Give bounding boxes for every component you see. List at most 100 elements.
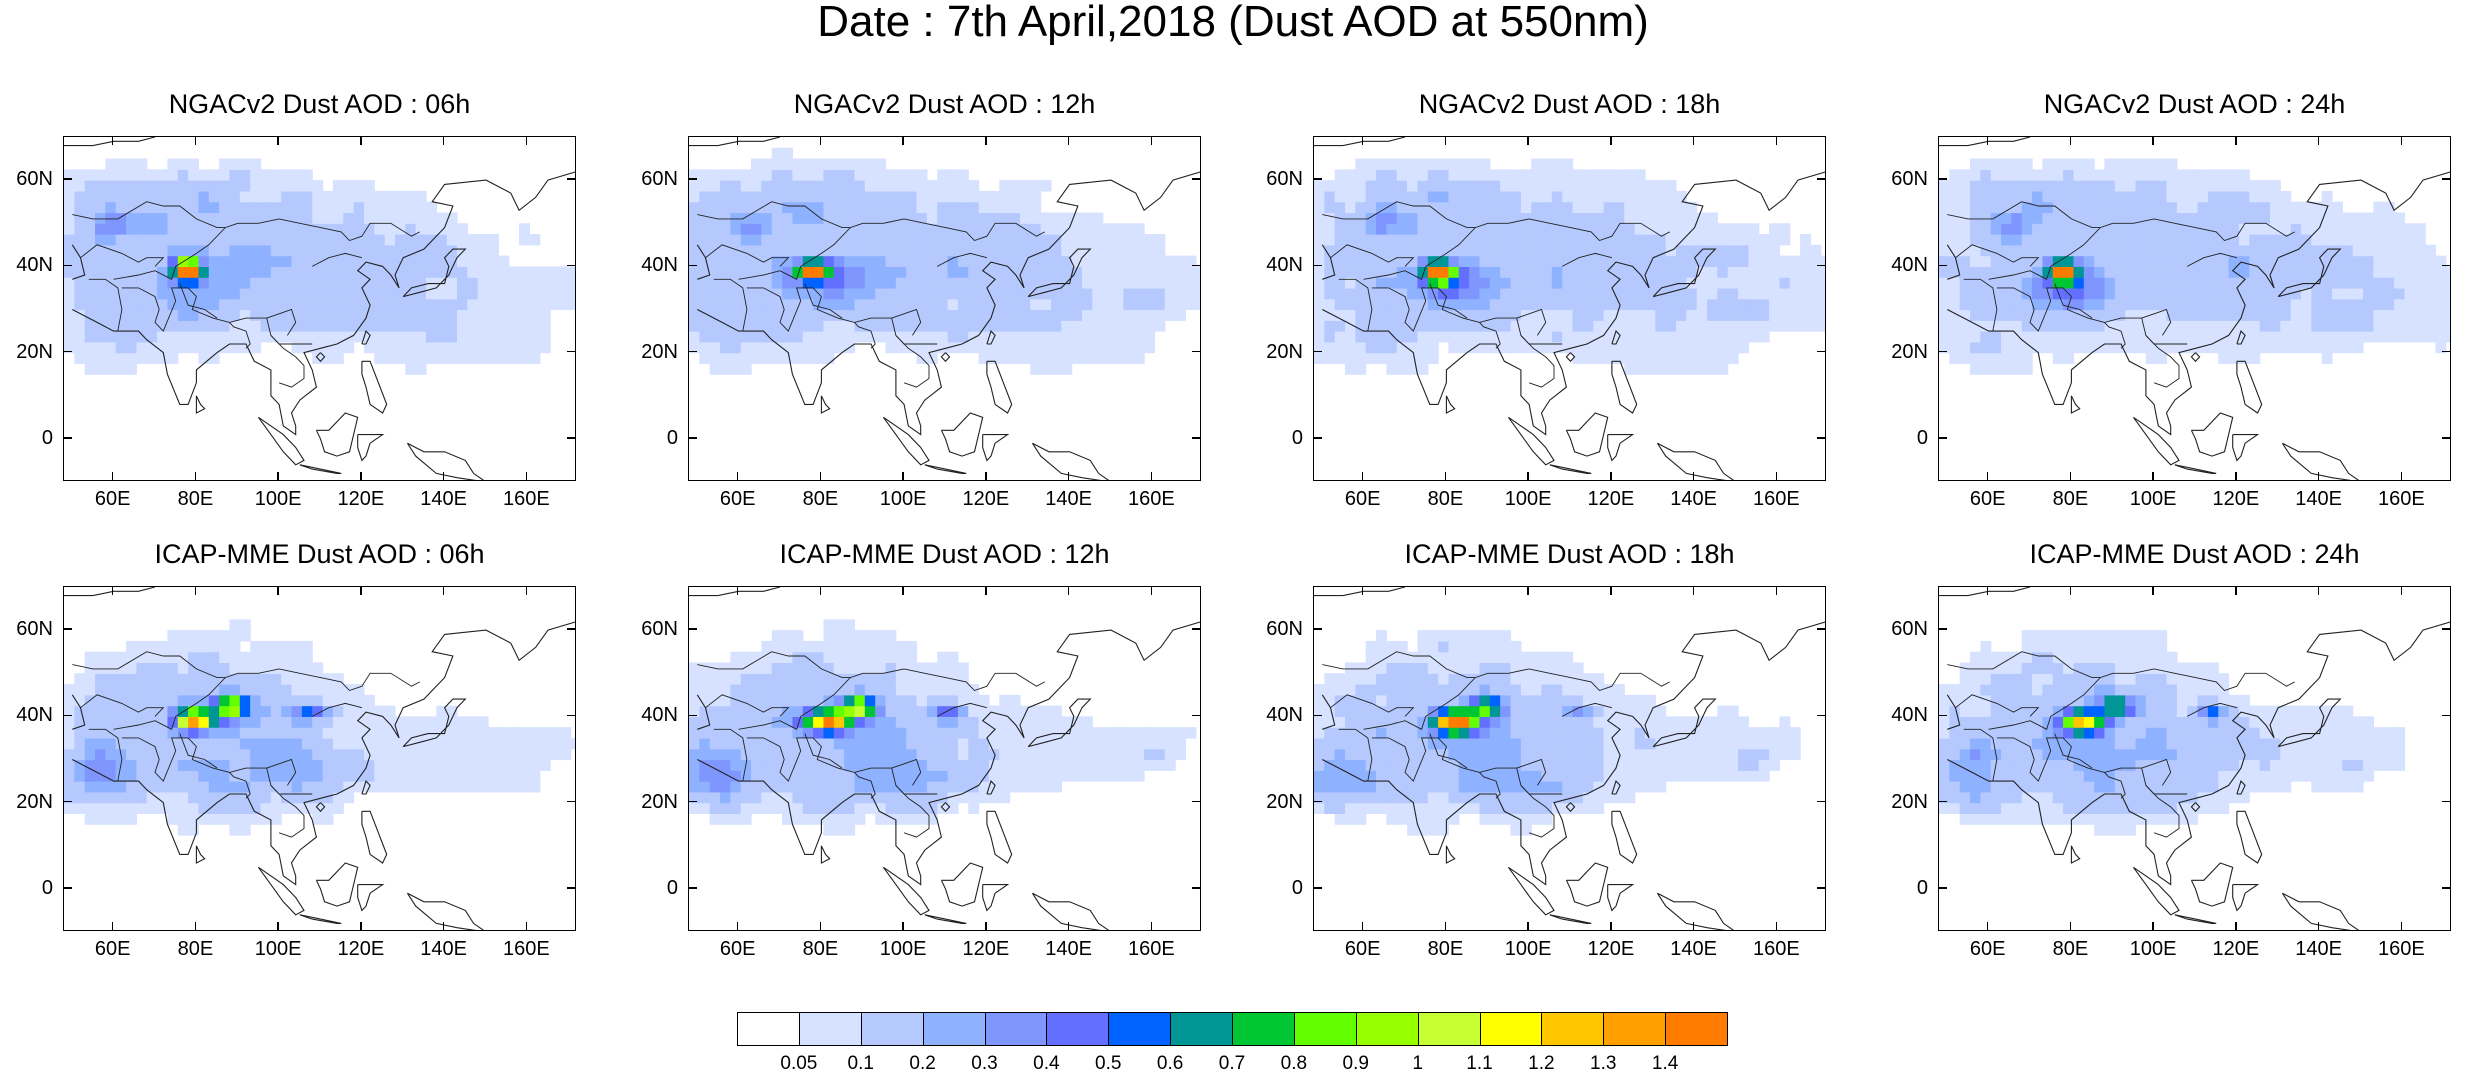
lat-tick-label: 60N <box>1243 619 1303 639</box>
lon-tick <box>1610 586 1612 595</box>
panel-title: NGACv2 Dust AOD : 12h <box>688 89 1201 119</box>
lon-tick <box>1776 472 1778 481</box>
lon-tick <box>1445 922 1447 931</box>
lon-tick-label: 100E <box>863 489 943 509</box>
colorbar-swatch <box>1108 1012 1171 1046</box>
lat-tick <box>567 887 576 889</box>
lon-tick-label: 60E <box>698 939 778 959</box>
lat-tick <box>2442 801 2451 803</box>
lon-tick-label: 100E <box>1488 939 1568 959</box>
colorbar-swatch <box>1541 1012 1604 1046</box>
map-panel <box>63 586 576 931</box>
lon-tick <box>985 586 987 595</box>
lon-tick <box>2235 136 2237 145</box>
lat-tick-label: 20N <box>1243 342 1303 362</box>
lon-tick <box>112 586 114 595</box>
lat-tick <box>567 437 576 439</box>
lon-tick <box>2401 472 2403 481</box>
lon-tick <box>2152 472 2154 481</box>
lon-tick <box>1527 586 1529 595</box>
lon-tick <box>2401 586 2403 595</box>
map-panel <box>1313 586 1826 931</box>
lat-tick <box>63 437 72 439</box>
lon-tick-label: 80E <box>155 939 235 959</box>
lon-tick <box>195 922 197 931</box>
lon-tick-label: 60E <box>1323 489 1403 509</box>
lon-tick-label: 160E <box>486 939 566 959</box>
lon-tick <box>1527 136 1529 145</box>
lon-tick <box>2318 136 2320 145</box>
lon-tick-label: 60E <box>1323 939 1403 959</box>
lon-tick <box>526 586 528 595</box>
lat-tick-label: 20N <box>618 792 678 812</box>
colorbar-tick-label: 0.3 <box>955 1054 1015 1073</box>
lat-tick <box>1313 887 1322 889</box>
lon-tick <box>902 136 904 145</box>
colorbar-tick-label: 1.4 <box>1635 1054 1695 1073</box>
lat-tick <box>1192 715 1201 717</box>
lon-tick <box>1693 472 1695 481</box>
lat-tick-label: 40N <box>1243 705 1303 725</box>
lon-tick <box>902 922 904 931</box>
lon-tick <box>737 472 739 481</box>
lon-tick-label: 100E <box>2113 489 2193 509</box>
colorbar-tick-label: 0.1 <box>831 1054 891 1073</box>
lat-tick <box>567 801 576 803</box>
lat-tick <box>567 715 576 717</box>
lat-tick <box>688 437 697 439</box>
lat-tick <box>688 351 697 353</box>
lon-tick-label: 120E <box>2196 939 2276 959</box>
lat-tick <box>1313 715 1322 717</box>
lat-tick <box>63 887 72 889</box>
lon-tick-label: 120E <box>2196 489 2276 509</box>
lon-tick-label: 100E <box>2113 939 2193 959</box>
lat-tick-label: 40N <box>0 255 53 275</box>
colorbar-tick-label: 0.6 <box>1140 1054 1200 1073</box>
colorbar-swatch <box>1603 1012 1666 1046</box>
lon-tick-label: 100E <box>238 489 318 509</box>
lat-tick <box>688 178 697 180</box>
map-panel <box>1313 136 1826 481</box>
lon-tick <box>1445 136 1447 145</box>
lon-tick-label: 60E <box>1948 489 2028 509</box>
lat-tick <box>1313 628 1322 630</box>
colorbar-tick-label: 0.5 <box>1078 1054 1138 1073</box>
lon-tick <box>985 136 987 145</box>
lon-tick <box>1987 136 1989 145</box>
lat-tick-label: 40N <box>0 705 53 725</box>
lon-tick <box>820 922 822 931</box>
lat-tick <box>1938 351 1947 353</box>
lat-tick <box>567 628 576 630</box>
lon-tick <box>277 472 279 481</box>
lon-tick <box>443 472 445 481</box>
lon-tick <box>1987 922 1989 931</box>
lon-tick <box>443 136 445 145</box>
lat-tick <box>63 265 72 267</box>
dust-aod-map <box>1314 587 1826 931</box>
lat-tick <box>688 628 697 630</box>
dust-aod-map <box>1939 137 2451 481</box>
lon-tick-label: 120E <box>946 489 1026 509</box>
lon-tick <box>2152 922 2154 931</box>
panel-title: ICAP-MME Dust AOD : 12h <box>688 539 1201 569</box>
lon-tick <box>820 136 822 145</box>
lon-tick <box>2318 472 2320 481</box>
map-panel <box>688 136 1201 481</box>
lon-tick-label: 100E <box>238 939 318 959</box>
lon-tick <box>526 136 528 145</box>
lon-tick-label: 140E <box>1029 489 1109 509</box>
lon-tick-label: 100E <box>1488 489 1568 509</box>
colorbar <box>737 1012 1727 1046</box>
lon-tick <box>1610 922 1612 931</box>
dust-aod-map <box>64 587 576 931</box>
lon-tick <box>1987 472 1989 481</box>
colorbar-tick-label: 1.3 <box>1573 1054 1633 1073</box>
lat-tick <box>2442 437 2451 439</box>
lat-tick <box>688 265 697 267</box>
lon-tick <box>1151 922 1153 931</box>
lat-tick <box>1313 265 1322 267</box>
lat-tick <box>1938 628 1947 630</box>
lat-tick <box>1192 265 1201 267</box>
lon-tick <box>1151 136 1153 145</box>
lon-tick <box>985 922 987 931</box>
